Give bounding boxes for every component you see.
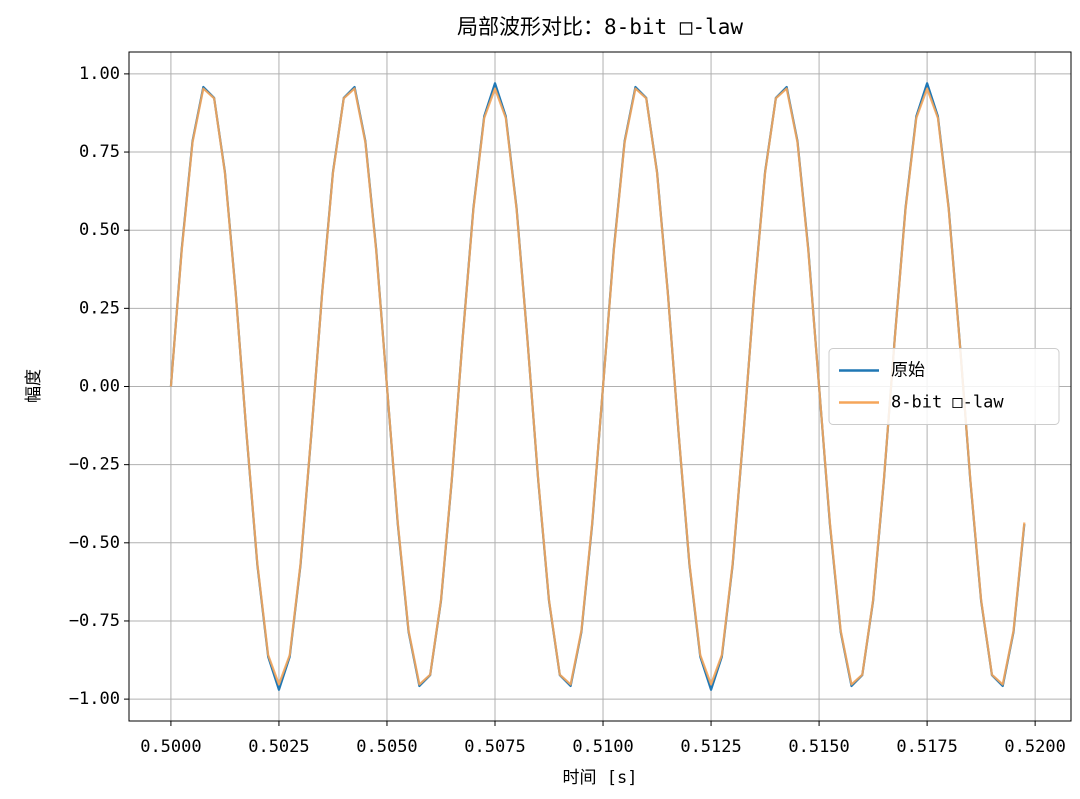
y-tick-label: 0.75 bbox=[79, 142, 120, 162]
legend-label: 原始 bbox=[891, 361, 925, 381]
legend: 原始 8-bit □-law bbox=[828, 348, 1060, 425]
x-tick-label: 0.5075 bbox=[464, 737, 525, 757]
y-tick-label: −1.00 bbox=[69, 689, 120, 709]
y-tick-label: −0.25 bbox=[69, 455, 120, 475]
y-tick-label: 0.00 bbox=[79, 377, 120, 397]
x-tick-label: 0.5150 bbox=[788, 737, 849, 757]
x-tick-label: 0.5000 bbox=[140, 737, 201, 757]
series-line bbox=[169, 87, 1026, 686]
x-tick-label: 0.5100 bbox=[572, 737, 633, 757]
x-tick-label: 0.5175 bbox=[896, 737, 957, 757]
y-tick-label: 0.25 bbox=[79, 298, 120, 318]
x-tick-label: 0.5125 bbox=[680, 737, 741, 757]
y-axis-label: 幅度 bbox=[24, 369, 44, 403]
x-axis-label: 时间 [s] bbox=[563, 768, 638, 788]
x-tick-label: 0.5025 bbox=[248, 737, 309, 757]
y-tick-label: −0.75 bbox=[69, 611, 120, 631]
legend-box bbox=[828, 348, 1060, 425]
y-tick-label: 1.00 bbox=[79, 64, 120, 84]
y-tick-label: −0.50 bbox=[69, 533, 120, 553]
plot-frame bbox=[128, 51, 1072, 722]
legend-label: 8-bit □-law bbox=[891, 393, 1004, 413]
x-tick-label: 0.5200 bbox=[1004, 737, 1065, 757]
chart-title: 局部波形对比：8-bit □-law bbox=[457, 15, 743, 39]
y-tick-label: 0.50 bbox=[79, 220, 120, 240]
x-tick-label: 0.5050 bbox=[356, 737, 417, 757]
